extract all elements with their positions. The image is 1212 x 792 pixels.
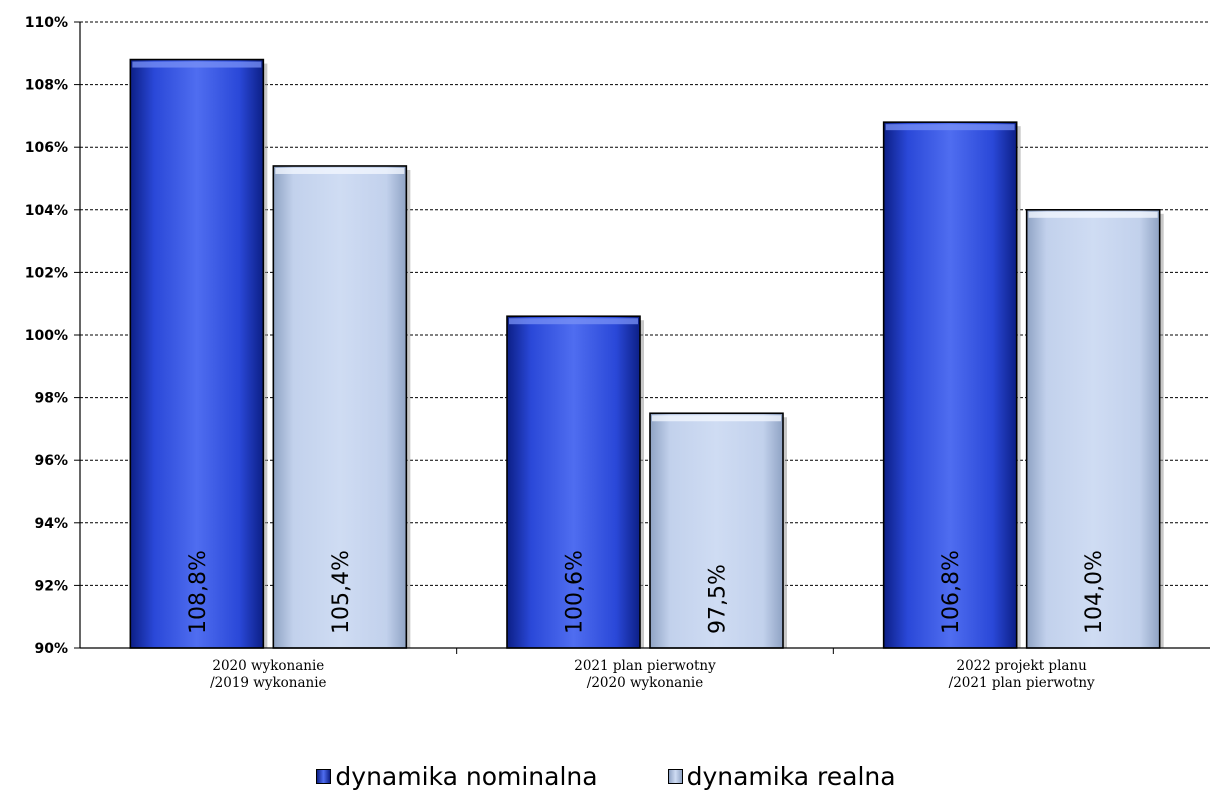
y-tick-label: 102% [25,265,68,281]
x-category-label: 2022 projekt planu [956,658,1087,674]
y-tick-label: 96% [34,453,68,469]
bar-value-label: 104,0% [1082,550,1107,634]
y-tick-label: 106% [25,140,68,156]
y-tick-label: 90% [34,641,68,657]
bar-value-label: 108,8% [186,550,211,634]
y-tick-label: 104% [25,203,68,219]
bar-top-highlight [1028,211,1158,218]
legend-label-nominal: dynamika nominalna [335,761,598,791]
bar-top-highlight [652,415,781,422]
bar-real [649,412,784,649]
legend-label-real: dynamika realna [686,761,896,791]
bars [129,58,1164,649]
labels: 90% 92% 94% 96% 98% 100% 102% 104% 106% 108% 110% 1… [25,15,1107,691]
legend: dynamika nominalna dynamika realna [0,760,1212,792]
y-tick-label: 110% [25,15,68,31]
bar-value-label: 106,8% [939,550,964,634]
y-tick-label: 108% [25,78,68,94]
bar-top-highlight [132,61,262,68]
x-category-label: /2020 wykonanie [587,675,703,691]
legend-swatch-nominal [316,768,332,784]
bar-value-label: 100,6% [563,550,588,634]
y-tick-label: 98% [34,391,68,407]
bar-value-label: 97,5% [706,564,731,634]
legend-item-real[interactable]: dynamika realna [667,761,896,791]
y-tick-label: 92% [34,578,68,594]
axes [74,21,1210,654]
bar-chart: 90% 92% 94% 96% 98% 100% 102% 104% 106% 108% 110% 1… [25,15,1210,691]
bar-top-highlight [509,318,638,325]
legend-item-nominal[interactable]: dynamika nominalna [316,761,598,791]
bar-nominal [882,121,1018,649]
y-tick-label: 100% [25,328,68,344]
bar-value-label: 105,4% [329,550,354,634]
x-category-label: /2019 wykonanie [210,675,326,691]
x-category-label: 2020 wykonanie [212,658,324,674]
x-category-label: /2021 plan pierwotny [949,675,1095,691]
bar-nominal [506,315,641,649]
bar-top-highlight [885,124,1015,131]
bar-real [272,165,408,649]
x-category-label: 2021 plan pierwotny [574,658,716,674]
gridlines [80,21,1210,586]
legend-swatch-real [667,768,683,784]
y-tick-label: 94% [34,516,68,532]
bar-top-highlight [275,167,405,174]
